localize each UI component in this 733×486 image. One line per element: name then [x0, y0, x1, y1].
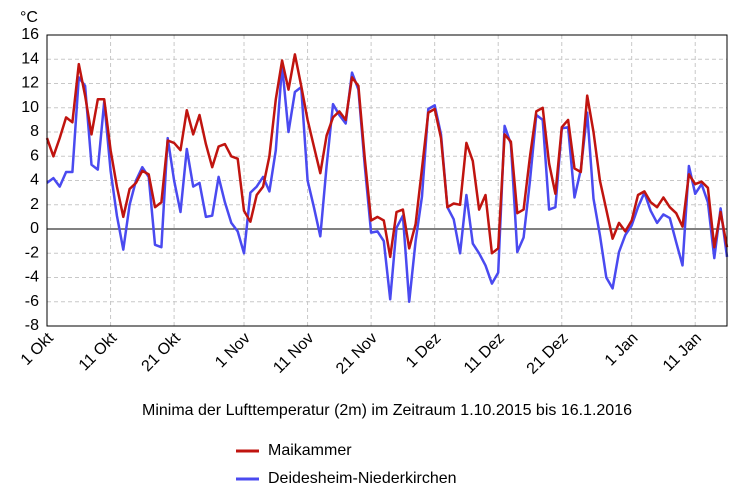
legend-label: Maikammer: [268, 442, 352, 459]
y-tick-label: 0: [30, 220, 39, 237]
series-line: [45, 53, 729, 259]
y-tick-label: -2: [25, 244, 39, 261]
y-tick-label: 8: [30, 123, 39, 140]
chart-title: Minima der Lufttemperatur (2m) im Zeitra…: [142, 402, 632, 419]
x-tick-label: 21 Dez: [524, 330, 572, 378]
y-tick-label: -8: [25, 317, 39, 334]
x-tick-label: 21 Okt: [139, 329, 185, 375]
x-tick-label: 11 Dez: [461, 330, 508, 377]
x-tick-label: 1 Dez: [403, 330, 445, 372]
x-tick-label: 1 Nov: [212, 330, 254, 372]
x-tick-label: 11 Jan: [660, 330, 705, 375]
x-tick-label: 1 Jan: [602, 330, 642, 370]
y-axis-label: °C: [20, 9, 38, 26]
y-tick-label: -4: [25, 269, 39, 286]
x-tick-label: 11 Nov: [270, 330, 317, 377]
y-tick-label: -6: [25, 293, 39, 310]
y-tick-label: 2: [30, 196, 39, 213]
y-tick-label: 14: [21, 50, 39, 67]
y-tick-label: 16: [21, 26, 39, 43]
legend-label: Deidesheim-Niederkirchen: [268, 470, 457, 486]
plot-frame: [46, 34, 728, 327]
series-line: [46, 64, 729, 304]
x-tick-label: 11 Okt: [76, 329, 121, 374]
y-tick-label: 4: [30, 172, 39, 189]
x-tick-label: 21 Nov: [333, 330, 381, 378]
x-tick-label: 1 Okt: [18, 329, 57, 368]
y-tick-label: 6: [30, 147, 39, 164]
y-tick-label: 12: [21, 75, 39, 92]
y-tick-label: 10: [21, 99, 39, 116]
